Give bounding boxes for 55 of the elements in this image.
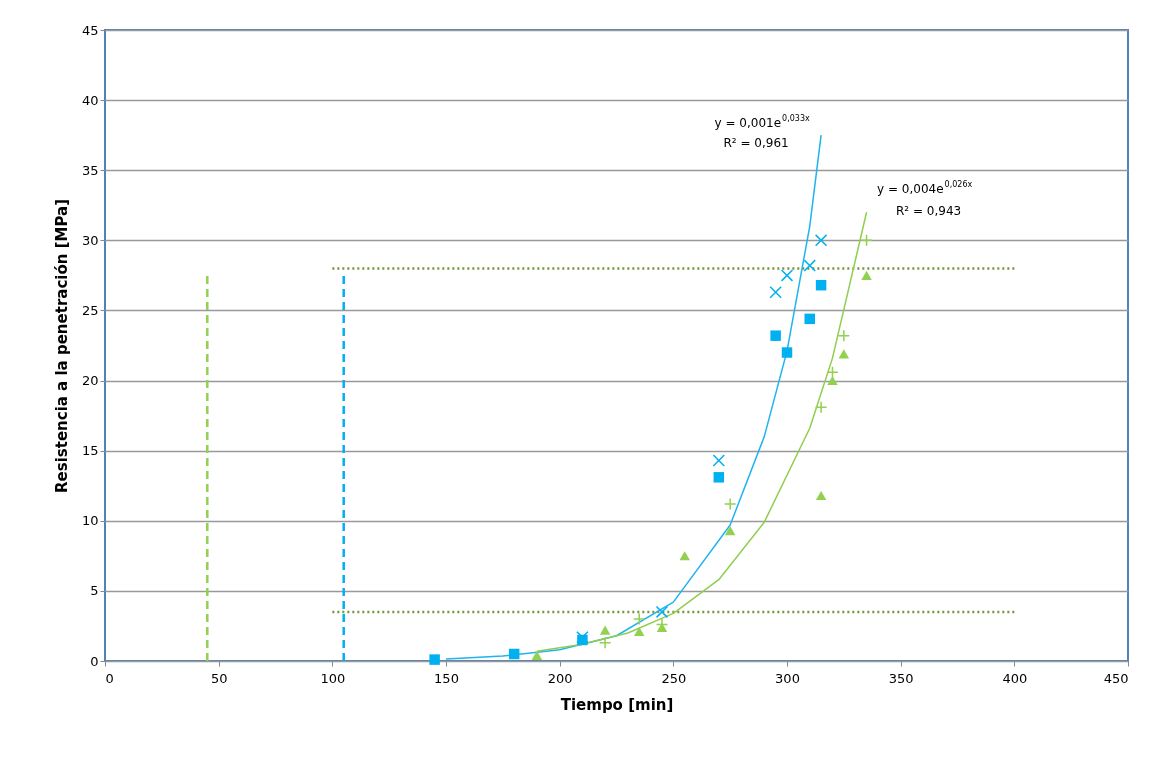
line-series — [445, 134, 822, 660]
x-tick-label: 300 — [775, 670, 800, 686]
y-axis-title: Resistencia a la penetración [MPa] — [52, 199, 71, 493]
y-tick-label: 10 — [81, 513, 99, 529]
point — [815, 491, 827, 501]
point — [814, 400, 828, 414]
x-tick-label: 50 — [210, 670, 228, 686]
point — [837, 329, 851, 342]
point — [815, 279, 827, 291]
annotation: R² = 0,961 — [723, 136, 789, 151]
point — [599, 625, 611, 635]
point — [679, 551, 690, 561]
x-tick-label: 150 — [434, 670, 459, 686]
y-tick-label: 30 — [81, 232, 99, 248]
point — [827, 376, 838, 386]
y-tick-label: 15 — [81, 443, 99, 459]
point — [860, 234, 873, 247]
point — [769, 285, 782, 299]
point — [598, 636, 612, 649]
point — [770, 330, 781, 341]
point — [803, 259, 816, 272]
annotation: R² = 0,943 — [895, 204, 962, 219]
y-tick-label: 5 — [90, 583, 99, 599]
y-tick-label: 45 — [81, 22, 99, 38]
point — [838, 349, 850, 359]
point — [780, 269, 794, 282]
point — [723, 497, 737, 511]
point — [531, 650, 543, 660]
x-tick-label: 450 — [1103, 670, 1129, 686]
y-tick-label: 25 — [81, 302, 99, 318]
x-tick-label: 400 — [1002, 670, 1028, 686]
point — [781, 347, 793, 358]
y-tick-label: 20 — [81, 373, 99, 389]
point — [804, 313, 815, 325]
x-tick-label: 200 — [547, 670, 573, 686]
point — [826, 365, 839, 379]
point — [429, 654, 440, 665]
point — [712, 454, 726, 467]
x-tick-label: 250 — [661, 670, 687, 686]
point — [633, 612, 646, 626]
x-tick-label: 100 — [320, 670, 346, 686]
x-tick-label: 0 — [105, 670, 114, 686]
x-tick-label: 350 — [888, 670, 914, 686]
point — [724, 526, 736, 536]
y-tick-label: 40 — [81, 92, 99, 108]
point — [861, 270, 872, 280]
point — [576, 630, 589, 644]
point — [713, 472, 725, 483]
point — [814, 234, 828, 247]
y-tick-label: 35 — [81, 162, 99, 178]
x-axis-title: Tiempo [min] — [560, 695, 674, 714]
y-tick-label: 0 — [90, 653, 99, 669]
point — [655, 605, 669, 619]
point — [508, 648, 520, 660]
point — [633, 627, 645, 637]
